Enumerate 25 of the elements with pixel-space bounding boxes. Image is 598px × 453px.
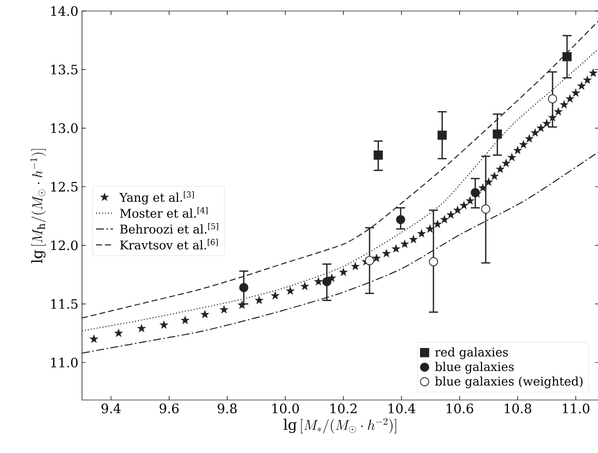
y-tick-label: 11.0 (51, 358, 78, 368)
x-tick-label: 10.8 (504, 404, 532, 414)
x-tick-label: 10.4 (388, 404, 416, 414)
x-tick-label: 9.6 (160, 404, 179, 414)
y-axis-title: $\lg\,[M_{\rm h}/(M_{\odot}\cdot h^{-1})]$ (30, 149, 46, 264)
x-tick-label: 10.2 (330, 404, 357, 414)
y-tick-label: 14.0 (51, 6, 78, 16)
x-tick-label: 10.0 (272, 404, 299, 414)
x-axis-title: $\lg\,[M_{*}/(M_{\odot}\cdot h^{-2})]$ (284, 418, 396, 434)
x-tick-label: 11.0 (562, 404, 590, 414)
y-tick-label: 11.5 (51, 299, 78, 309)
legend-label: blue galaxies (435, 362, 514, 374)
legend-label: Kravtsov et al.$^{[6]}$ (120, 238, 218, 250)
y-tick-label: 12.5 (51, 182, 78, 192)
legend-label: blue galaxies (weighted) (435, 376, 583, 388)
y-tick-label: 13.0 (51, 123, 78, 134)
x-tick-label: 10.6 (446, 404, 474, 414)
legend-label: red galaxies (435, 347, 508, 360)
x-tick-label: 9.8 (218, 404, 237, 414)
legend-label: Moster et al.$^{[4]}$ (120, 207, 208, 218)
y-tick-label: 12.0 (51, 240, 78, 250)
legend-label: Behroozi et al.$^{[5]}$ (120, 223, 218, 234)
legend-label: Yang et al.$^{[3]}$ (119, 191, 194, 204)
x-tick-label: 9.4 (102, 404, 121, 414)
y-tick-label: 13.5 (51, 64, 78, 74)
